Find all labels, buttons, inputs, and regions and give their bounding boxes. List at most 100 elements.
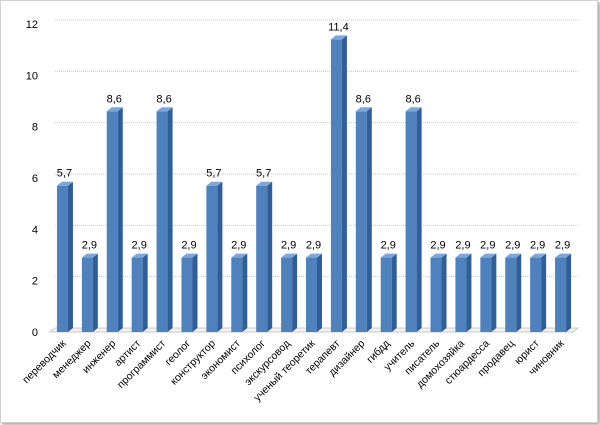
data-labels: 5,7 2,9 8,6 2,9 8,6 2,9 5,7 2,9 5,7 2,9 2,9 11,4 8,6… bbox=[57, 21, 570, 251]
y-axis: 0 2 4 6 8 10 12 bbox=[26, 19, 38, 339]
bars bbox=[56, 35, 572, 333]
bar-front bbox=[281, 257, 293, 332]
bar-side bbox=[167, 107, 173, 333]
bar bbox=[430, 253, 447, 332]
data-label: 5,7 bbox=[206, 168, 221, 180]
bar-top bbox=[56, 181, 73, 186]
y-tick-label: 0 bbox=[32, 327, 38, 339]
y-tick-label: 4 bbox=[32, 224, 38, 236]
bar-side bbox=[242, 253, 248, 332]
data-label: 2,9 bbox=[82, 240, 97, 252]
bar-front bbox=[505, 257, 517, 332]
bar-front bbox=[380, 257, 392, 332]
bar-front bbox=[555, 257, 567, 332]
data-label: 2,9 bbox=[530, 240, 545, 252]
bar-front bbox=[156, 111, 168, 333]
bar-front bbox=[56, 185, 68, 332]
bar-side bbox=[217, 181, 223, 332]
bar-top bbox=[555, 253, 572, 258]
bar-front bbox=[355, 111, 367, 333]
data-label: 2,9 bbox=[505, 240, 520, 252]
x-axis-labels: переводчикменеджеринженерартистпрограмми… bbox=[20, 337, 567, 404]
data-label: 5,7 bbox=[57, 168, 72, 180]
bar bbox=[405, 107, 422, 333]
bar-side bbox=[117, 107, 123, 333]
bar-top bbox=[256, 181, 273, 186]
data-label: 2,9 bbox=[231, 240, 246, 252]
bar-front bbox=[206, 185, 218, 332]
bar-front bbox=[480, 257, 492, 332]
bar bbox=[505, 253, 522, 332]
bar-top bbox=[430, 253, 447, 258]
bar bbox=[555, 253, 572, 332]
bar-side bbox=[267, 181, 273, 332]
bar bbox=[480, 253, 497, 332]
bar-top bbox=[480, 253, 497, 258]
bar-front bbox=[455, 257, 467, 332]
bar-side bbox=[416, 107, 422, 333]
bar-side bbox=[292, 253, 298, 332]
bar bbox=[131, 253, 148, 332]
bar bbox=[81, 253, 98, 332]
bar-top bbox=[131, 253, 148, 258]
bar-top bbox=[206, 181, 223, 186]
bar-front bbox=[81, 257, 93, 332]
bar-side bbox=[516, 253, 522, 332]
bar-top bbox=[505, 253, 522, 258]
bar-top bbox=[281, 253, 298, 258]
bar-top bbox=[231, 253, 248, 258]
bar-side bbox=[491, 253, 497, 332]
bar-top bbox=[380, 253, 397, 258]
bar-top bbox=[355, 107, 372, 112]
bar-front bbox=[330, 39, 342, 333]
bar-top bbox=[156, 107, 173, 112]
bar bbox=[181, 253, 198, 332]
data-label: 2,9 bbox=[455, 240, 470, 252]
data-label: 2,9 bbox=[132, 240, 147, 252]
bar bbox=[231, 253, 248, 332]
bar-front bbox=[231, 257, 243, 332]
data-label: 11,4 bbox=[328, 21, 349, 33]
bar bbox=[56, 181, 73, 332]
bar-side bbox=[566, 253, 572, 332]
bar bbox=[380, 253, 397, 332]
bar-side bbox=[541, 253, 547, 332]
bar-top bbox=[330, 35, 347, 40]
data-label: 5,7 bbox=[256, 168, 271, 180]
bar-top bbox=[455, 253, 472, 258]
bar-side bbox=[441, 253, 447, 332]
data-label: 2,9 bbox=[306, 240, 321, 252]
data-label: 8,6 bbox=[405, 93, 420, 105]
bar-side bbox=[92, 253, 98, 332]
bar-top bbox=[306, 253, 322, 258]
data-label: 2,9 bbox=[480, 240, 495, 252]
bar-side bbox=[466, 253, 472, 332]
bar-side bbox=[317, 253, 322, 332]
bar-side bbox=[142, 253, 148, 332]
bar-top bbox=[530, 253, 547, 258]
bar-front bbox=[530, 257, 542, 332]
y-tick-label: 10 bbox=[26, 70, 38, 82]
bar-front bbox=[131, 257, 143, 332]
bar-side bbox=[366, 107, 372, 333]
bar bbox=[306, 253, 322, 332]
bar bbox=[256, 181, 273, 332]
bar-side bbox=[192, 253, 198, 332]
bar-top bbox=[81, 253, 98, 258]
bar-side bbox=[67, 181, 73, 332]
data-label: 2,9 bbox=[181, 240, 196, 252]
y-tick-label: 12 bbox=[26, 19, 38, 31]
bar-front bbox=[306, 257, 317, 332]
data-label: 2,9 bbox=[430, 240, 445, 252]
bar bbox=[106, 107, 123, 333]
bar-front bbox=[405, 111, 417, 333]
bar-front bbox=[106, 111, 118, 333]
bar-front bbox=[181, 257, 193, 332]
bar-top bbox=[181, 253, 198, 258]
data-label: 2,9 bbox=[555, 240, 570, 252]
data-label: 8,6 bbox=[156, 93, 171, 105]
bar bbox=[355, 107, 372, 333]
bar bbox=[455, 253, 472, 332]
